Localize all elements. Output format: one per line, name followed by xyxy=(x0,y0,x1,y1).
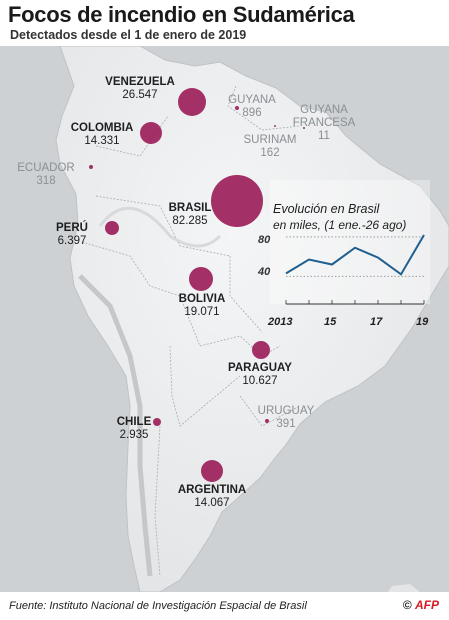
country-value: 318 xyxy=(36,175,56,187)
map-area xyxy=(0,46,449,592)
country-label-brasil: BRASIL 82.285 xyxy=(130,202,250,228)
country-name: COLOMBIA xyxy=(70,122,134,134)
country-value: 14.331 xyxy=(84,135,120,147)
country-label-paraguay: PARAGUAY 10.627 xyxy=(200,362,320,388)
country-value: 26.547 xyxy=(122,89,158,101)
country-label-chile: CHILE 2.935 xyxy=(74,416,194,442)
country-name: SURINAM xyxy=(243,134,297,146)
bubble-bolivia xyxy=(189,267,213,291)
country-name: ECUADOR xyxy=(17,162,75,174)
south-america-land xyxy=(55,46,449,592)
country-name: VENEZUELA xyxy=(105,76,175,88)
afp-logo: © AFP xyxy=(403,598,439,612)
inset-marks xyxy=(285,234,425,275)
map-svg xyxy=(0,46,449,592)
bubble-paraguay xyxy=(252,341,270,359)
country-value: 896 xyxy=(242,107,262,119)
country-label-venezuela: VENEZUELA 26.547 xyxy=(80,76,200,102)
country-value: 391 xyxy=(276,418,296,430)
country-label-uruguay: URUGUAY 391 xyxy=(226,405,346,431)
bubble-chile xyxy=(153,418,161,426)
country-name: PERÚ xyxy=(56,222,88,234)
source-note: Fuente: Instituto Nacional de Investigac… xyxy=(9,600,307,612)
bubble-guyana xyxy=(235,106,239,110)
x-tick-label-19: 19 xyxy=(416,316,429,328)
country-name: PARAGUAY xyxy=(228,362,292,374)
country-name: GUYANA FRANCESA xyxy=(292,104,356,129)
country-value: 82.285 xyxy=(172,215,208,227)
page-title: Focos de incendio en Sudamérica xyxy=(8,2,355,27)
country-value: 10.627 xyxy=(242,375,278,387)
country-value: 162 xyxy=(260,147,280,159)
country-value: 19.071 xyxy=(184,306,220,318)
country-value: 11 xyxy=(318,130,330,142)
country-label-argentina: ARGENTINA 14.067 xyxy=(152,484,272,510)
country-value: 2.935 xyxy=(119,429,149,441)
bubble-uruguay xyxy=(265,419,269,423)
bubble-colombia xyxy=(140,122,162,144)
country-label-bolivia: BOLIVIA 19.071 xyxy=(142,293,262,319)
country-name: CHILE xyxy=(116,416,152,428)
bubble-brasil xyxy=(211,175,263,227)
inset-grid xyxy=(285,236,425,305)
country-borders xyxy=(81,85,301,577)
bubble-surinam xyxy=(274,125,276,127)
afp-wordmark: AFP xyxy=(415,598,439,612)
page-subtitle: Detectados desde el 1 de enero de 2019 xyxy=(10,28,247,42)
x-tick-label-2013: 2013 xyxy=(268,316,293,328)
bubble-peru xyxy=(105,221,119,235)
country-label-surinam: SURINAM 162 xyxy=(210,134,330,160)
inset-title: Evolución en Brasil xyxy=(273,202,380,216)
country-label-colombia: COLOMBIA 14.331 xyxy=(42,122,162,148)
inset-subtitle: en miles, (1 ene.-26 ago) xyxy=(273,218,407,232)
andes-mountains xyxy=(78,274,153,577)
country-value: 14.067 xyxy=(194,497,230,509)
country-label-peru: PERÚ 6.397 xyxy=(12,222,132,248)
bubble-guyana-francesa xyxy=(303,127,305,129)
inset-backdrop xyxy=(270,180,430,304)
x-tick-label-15: 15 xyxy=(324,316,337,328)
y-tick-label-80: 80 xyxy=(258,234,271,246)
country-name: ARGENTINA xyxy=(177,484,247,496)
amazon-basin xyxy=(98,206,222,248)
country-label-guyana-francesa: GUYANA FRANCESA 11 xyxy=(264,104,384,143)
y-tick-label-40: 40 xyxy=(258,266,271,278)
bubble-ecuador xyxy=(89,165,93,169)
country-name: GUYANA xyxy=(228,94,276,106)
x-tick-label-17: 17 xyxy=(370,316,383,328)
country-name: BRASIL xyxy=(168,202,212,214)
country-value: 6.397 xyxy=(57,235,87,247)
copyright-symbol: © xyxy=(402,598,412,612)
country-name: URUGUAY xyxy=(257,405,315,417)
country-name: BOLIVIA xyxy=(178,293,226,305)
bubble-venezuela xyxy=(178,88,206,116)
country-label-guyana: GUYANA 896 xyxy=(192,94,312,120)
bubble-argentina xyxy=(201,460,223,482)
country-label-ecuador: ECUADOR 318 xyxy=(0,162,106,188)
malvinas xyxy=(388,584,420,592)
